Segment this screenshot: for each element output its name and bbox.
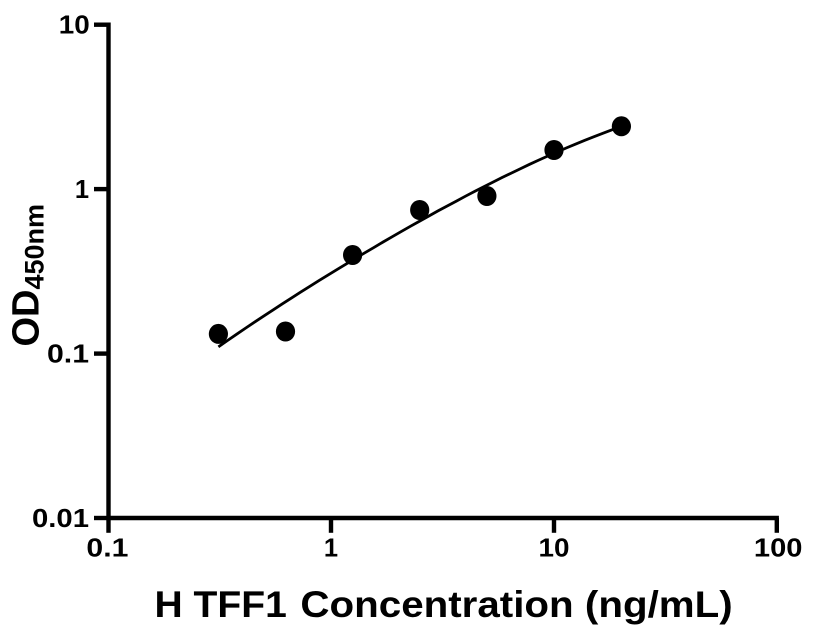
svg-text:1: 1 [324, 534, 338, 562]
svg-text:0.1: 0.1 [47, 340, 89, 368]
svg-text:0.1: 0.1 [86, 534, 128, 562]
svg-text:1: 1 [75, 176, 89, 204]
svg-text:OD450nm: OD450nm [6, 204, 50, 347]
svg-text:10: 10 [539, 534, 570, 562]
svg-text:100: 100 [754, 534, 803, 562]
svg-text:0.01: 0.01 [32, 505, 89, 533]
svg-text:10: 10 [59, 12, 90, 40]
